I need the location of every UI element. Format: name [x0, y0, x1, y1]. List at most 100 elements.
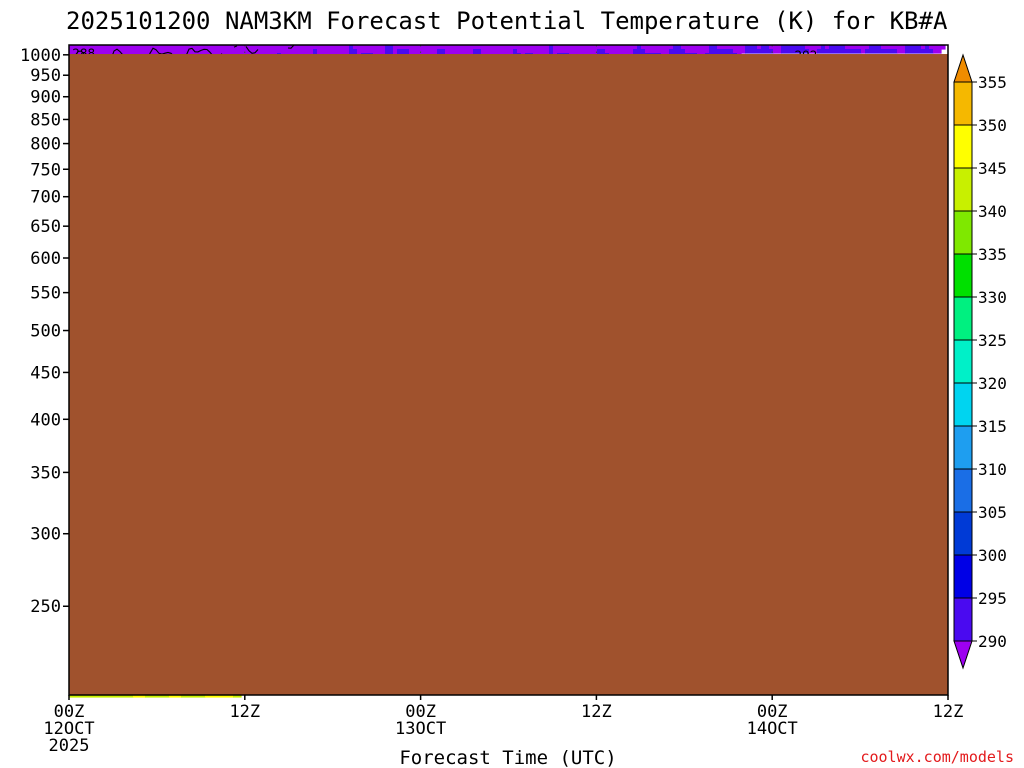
theta-fill-cell: [641, 45, 674, 50]
colorbar-segment: [953, 597, 973, 642]
colorbar-segment: [953, 167, 973, 212]
theta-fill-cell: [349, 45, 354, 50]
colorbar-label: 315: [978, 417, 1007, 436]
theta-fill-cell: [681, 45, 710, 50]
colorbar-label: 300: [978, 546, 1007, 565]
colorbar-label: 335: [978, 245, 1007, 264]
y-tick-label: 900: [30, 88, 61, 108]
y-tick-label: 600: [30, 249, 61, 269]
theta-fill-cell: [825, 45, 830, 50]
colorbar-segment: [953, 554, 973, 599]
x-tick-label: 00Z: [405, 702, 436, 722]
theta-fill-cell: [781, 45, 806, 50]
theta-fill-cell: [881, 45, 906, 50]
y-tick-label: 300: [30, 525, 61, 545]
colorbar-segment: [953, 468, 973, 513]
y-axis: 2503003504004505005506006507007508008509…: [20, 46, 69, 617]
theta-fill-cell: [637, 45, 642, 50]
theta-fill-cell: [905, 45, 922, 50]
colorbar-segment: [953, 511, 973, 556]
theta-fill-cell: [821, 45, 826, 50]
theta-fill-cell: [781, 49, 810, 54]
y-tick-label: 450: [30, 363, 61, 383]
theta-fill-cell: [745, 45, 758, 50]
y-tick-label: 650: [30, 217, 61, 237]
colorbar-label: 345: [978, 159, 1007, 178]
colorbar-segment: [953, 296, 973, 341]
theta-fill-cell: [773, 49, 782, 54]
theta-fill-cell: [745, 49, 774, 54]
colorbar-label: 325: [978, 331, 1007, 350]
colorbar-segment: [953, 253, 973, 298]
theta-fill-cell: [809, 49, 818, 54]
y-tick-label: 950: [30, 66, 61, 86]
theta-fill-cell: [805, 45, 822, 50]
x-tick-label: 14OCT: [747, 719, 798, 739]
y-tick-label: 350: [30, 463, 61, 483]
theta-fill-cell: [709, 49, 734, 54]
x-tick-label: 13OCT: [395, 719, 446, 739]
theta-fill-cell: [473, 49, 482, 54]
theta-fill-cell: [845, 45, 870, 50]
theta-fill-cell: [393, 49, 398, 54]
ground-surface: [69, 54, 948, 696]
x-tick-label: 00Z: [757, 702, 788, 722]
colorbar-label: 305: [978, 503, 1007, 522]
y-tick-label: 250: [30, 597, 61, 617]
theta-fill-cell: [709, 45, 718, 50]
plot-area: 3483483443403363363363323323323283283283…: [68, 44, 949, 698]
colorbar-label: 290: [978, 632, 1007, 651]
theta-fill-cell: [929, 45, 946, 50]
theta-fill-cell: [717, 45, 746, 50]
y-tick-label: 500: [30, 322, 61, 342]
theta-fill-cell: [597, 49, 606, 54]
theta-fill-cell: [385, 45, 394, 50]
theta-fill-cell: [673, 45, 682, 50]
colorbar-segment: [953, 81, 973, 126]
credit-text: coolwx.com/models: [860, 748, 1014, 766]
theta-fill-cell: [869, 45, 882, 50]
theta-fill-cell: [829, 45, 846, 50]
colorbar-label: 330: [978, 288, 1007, 307]
colorbar-segment: [953, 425, 973, 470]
colorbar-segment: [953, 382, 973, 427]
y-tick-label: 800: [30, 135, 61, 155]
theta-fill-cell: [69, 45, 350, 50]
theta-fill-cell: [669, 49, 686, 54]
x-tick-label: 12OCT: [43, 719, 94, 739]
theta-fill-cell: [313, 49, 318, 54]
x-axis-title: Forecast Time (UTC): [399, 747, 616, 768]
theta-fill-cell: [733, 49, 746, 54]
theta-fill-cell: [317, 49, 350, 54]
y-tick-label: 700: [30, 188, 61, 208]
theta-fill-cell: [349, 49, 358, 54]
theta-fill-cell: [513, 49, 518, 54]
y-tick-label: 750: [30, 160, 61, 180]
y-tick-label: 400: [30, 410, 61, 430]
colorbar-label: 320: [978, 374, 1007, 393]
theta-fill-cell: [353, 45, 386, 50]
chart-title: 2025101200 NAM3KM Forecast Potential Tem…: [66, 7, 948, 35]
x-tick-label: 2025: [49, 736, 90, 756]
theta-fill-cell: [685, 49, 710, 54]
theta-fill-cell: [761, 45, 770, 50]
y-tick-label: 1000: [20, 46, 61, 66]
theta-fill-cell: [393, 45, 550, 50]
theta-fill-cell: [409, 49, 438, 54]
x-tick-label: 12Z: [229, 702, 260, 722]
theta-fill-cell: [69, 49, 314, 54]
theta-fill-cell: [553, 45, 638, 50]
theta-fill-cell: [357, 49, 386, 54]
theta-fill-cell: [517, 49, 550, 54]
theta-fill-cell: [757, 45, 762, 50]
theta-fill-cell: [385, 49, 394, 54]
y-tick-label: 550: [30, 284, 61, 304]
plot-frame: [68, 44, 949, 696]
theta-fill-cell: [905, 49, 934, 54]
x-tick-label: 00Z: [54, 702, 85, 722]
theta-fill-cell: [645, 49, 670, 54]
theta-fill-cell: [445, 49, 474, 54]
theta-fill-cell: [769, 45, 782, 50]
colorbar-label: 350: [978, 116, 1007, 135]
